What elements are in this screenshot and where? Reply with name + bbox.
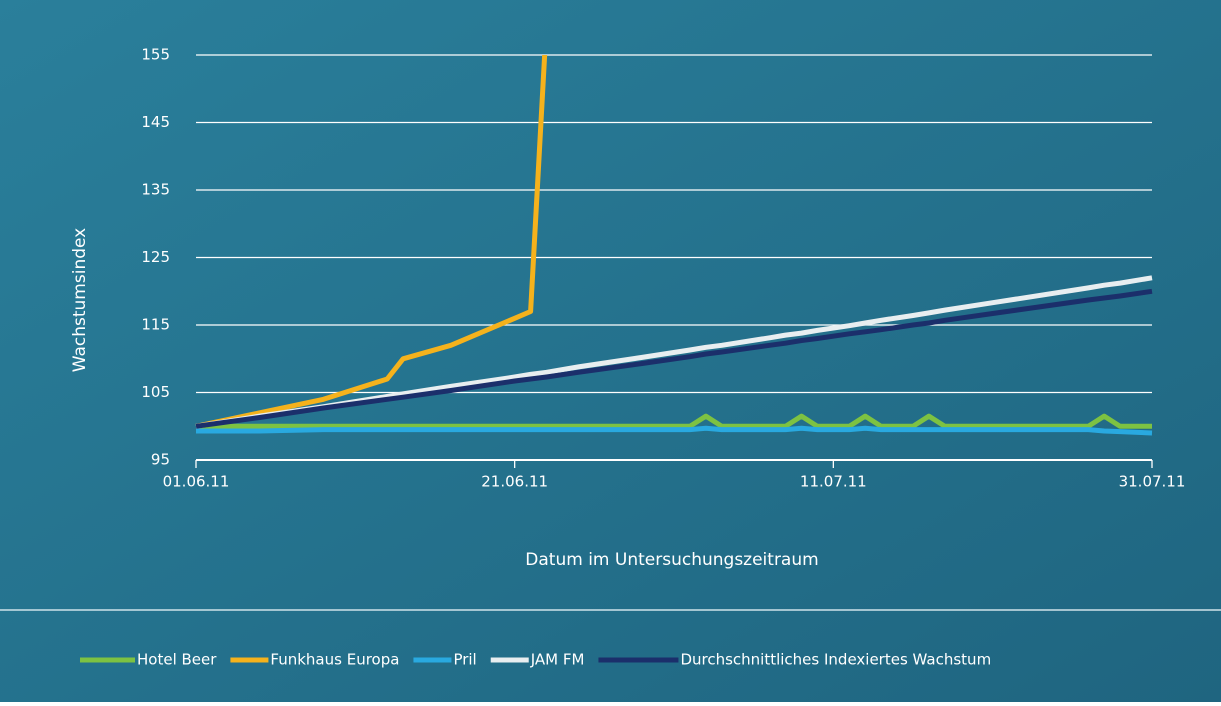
x-tick-label: 11.07.11 bbox=[800, 473, 867, 491]
x-tick-label: 21.06.11 bbox=[481, 473, 548, 491]
y-tick-label: 95 bbox=[151, 451, 170, 469]
series-line bbox=[195, 55, 548, 429]
legend-label: Hotel Beer bbox=[137, 651, 217, 669]
y-tick-label: 145 bbox=[141, 113, 170, 131]
x-tick-label: 31.07.11 bbox=[1119, 473, 1186, 491]
legend: Hotel Beer Funkhaus Europa Pril JAM FM Durch… bbox=[80, 651, 991, 669]
y-tick-label: 125 bbox=[141, 248, 170, 266]
series-line bbox=[196, 413, 1152, 429]
x-tick-label: 01.06.11 bbox=[163, 473, 230, 491]
series-line bbox=[195, 288, 1153, 429]
y-tick-label: 105 bbox=[141, 383, 170, 401]
legend-label: Funkhaus Europa bbox=[270, 651, 399, 669]
legend-label: JAM FM bbox=[530, 651, 585, 669]
y-tick-label: 135 bbox=[141, 181, 170, 199]
series-line bbox=[196, 425, 1153, 436]
x-axis-title: Datum im Untersuchungszeitraum bbox=[525, 550, 818, 570]
legend-label: Pril bbox=[453, 651, 476, 669]
series-line bbox=[195, 275, 1153, 429]
y-tick-label: 155 bbox=[141, 46, 170, 64]
y-axis-title: Wachstumsindex bbox=[70, 228, 90, 372]
y-tick-label: 115 bbox=[141, 316, 170, 334]
legend-label: Durchschnittliches Indexiertes Wachstum bbox=[680, 651, 991, 669]
